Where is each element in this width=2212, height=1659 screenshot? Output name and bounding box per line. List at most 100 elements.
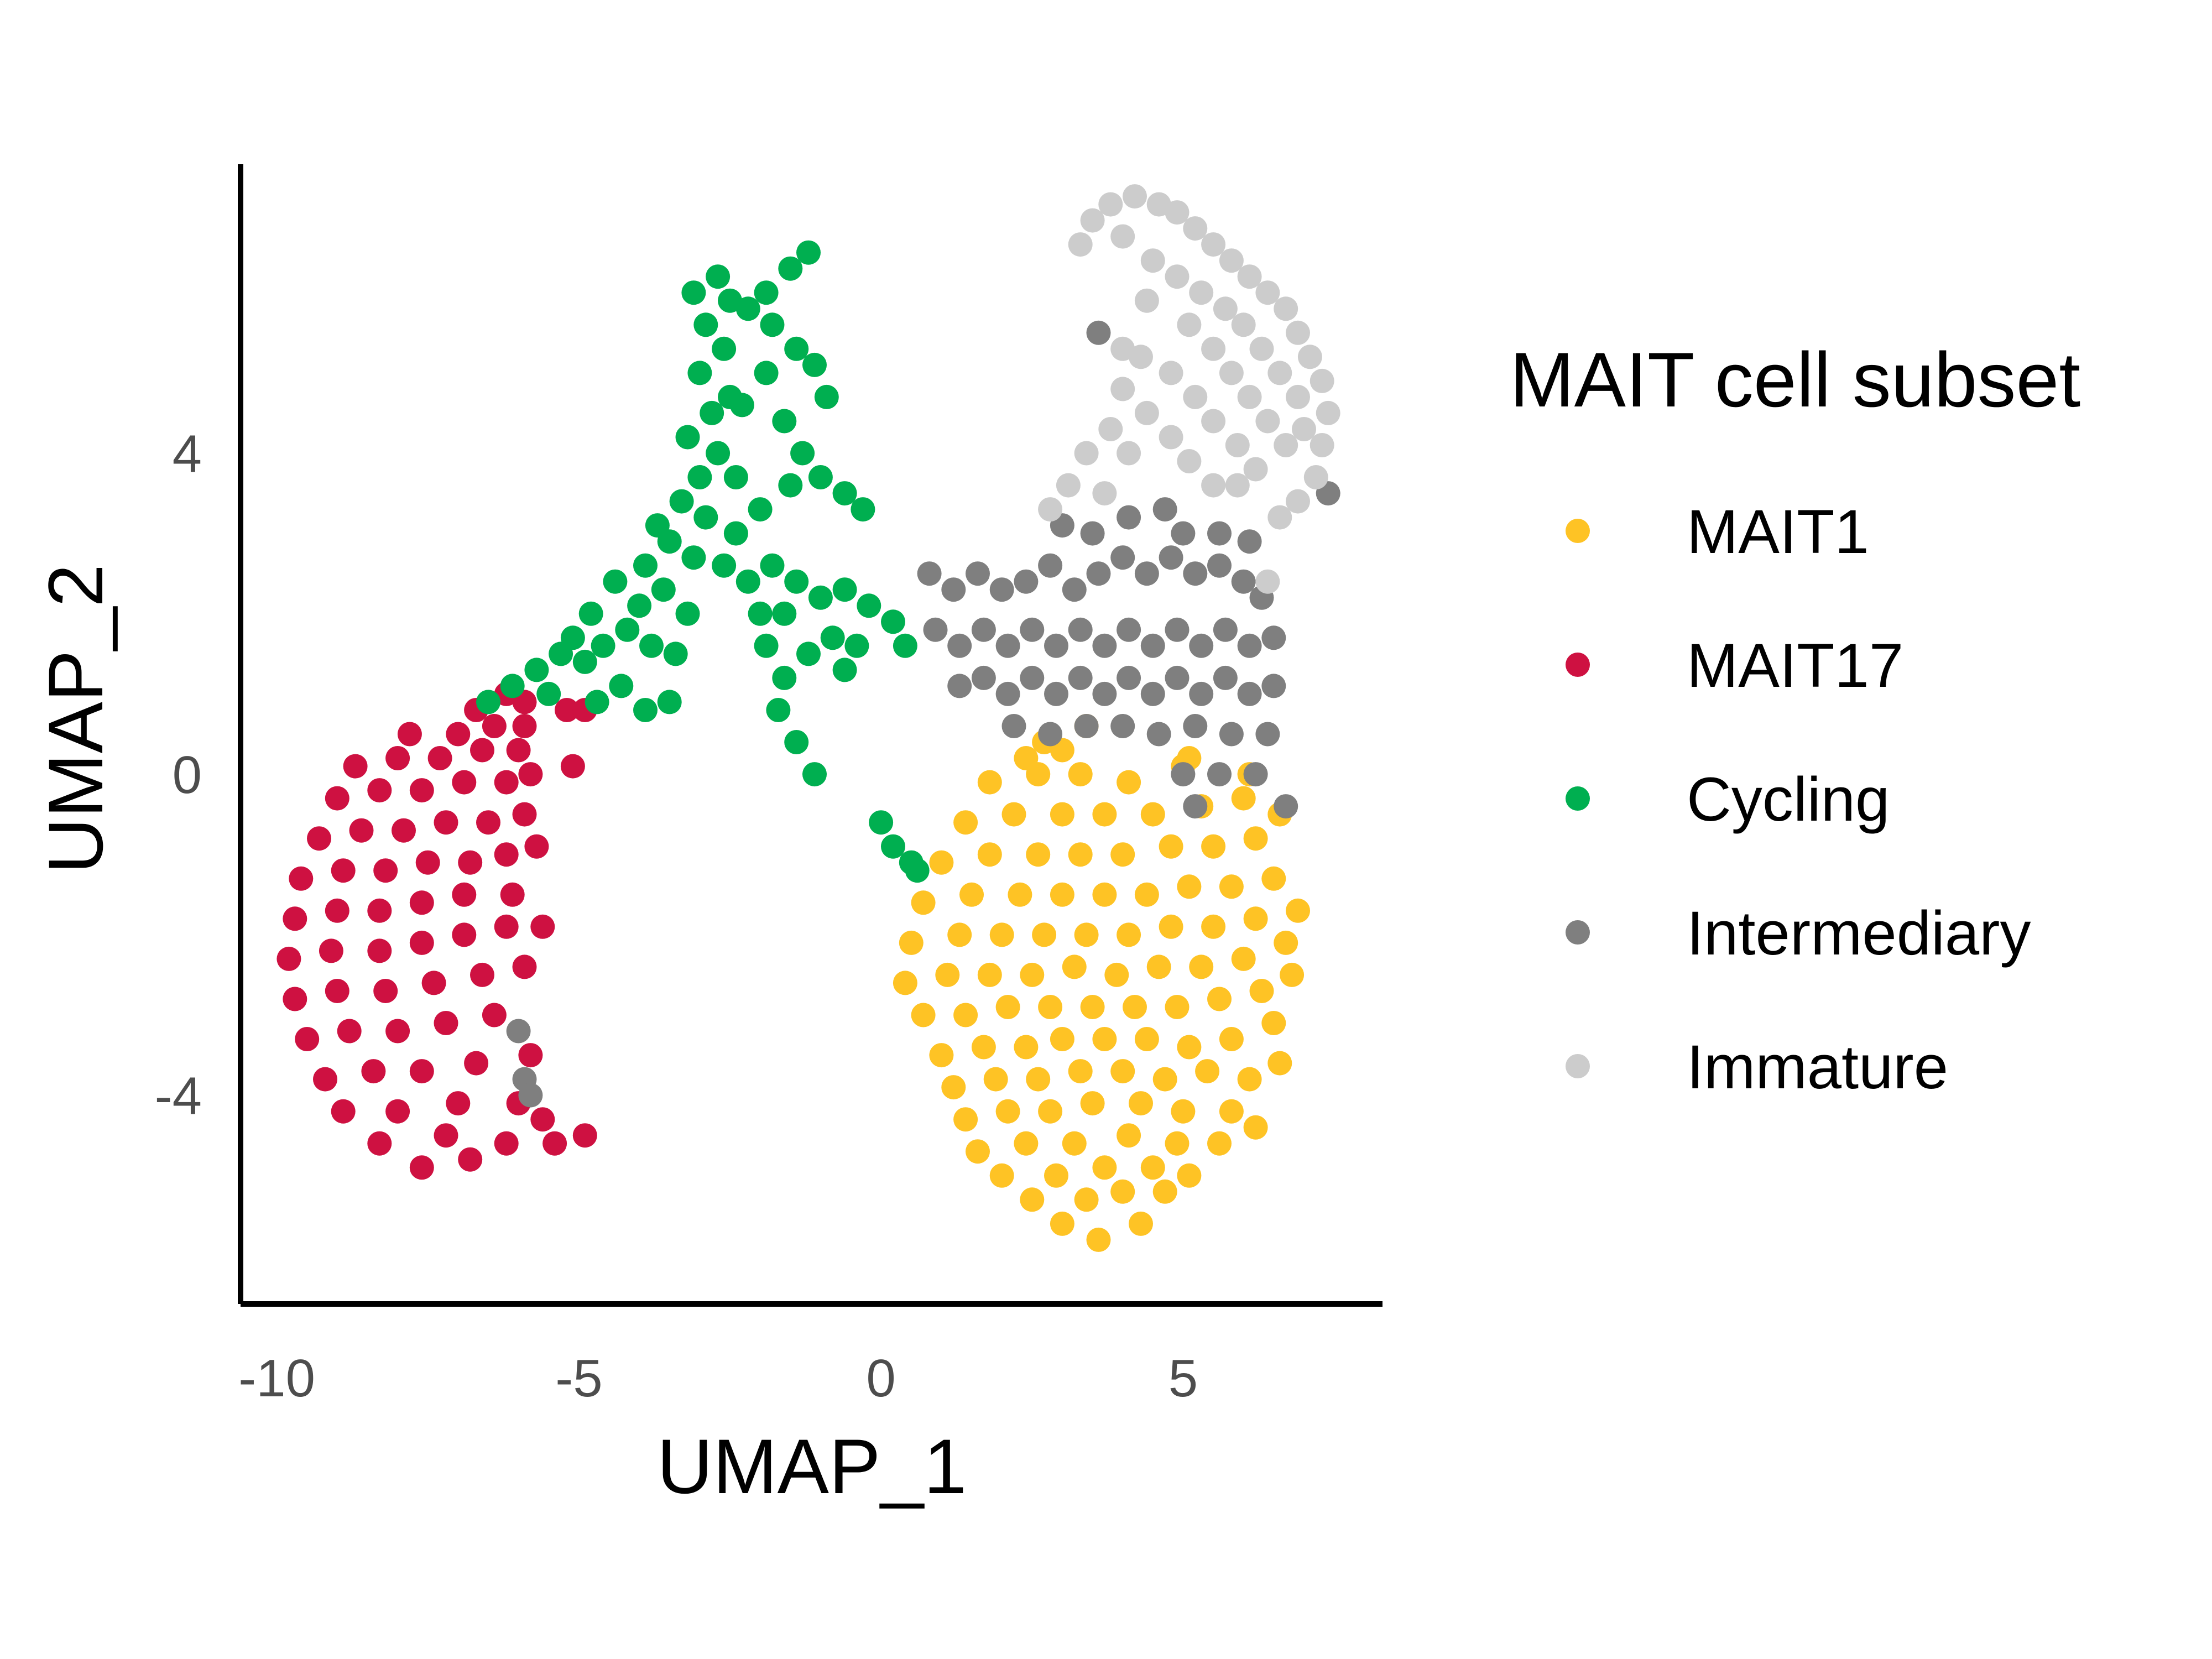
point-mait17-50 (392, 818, 416, 843)
point-cycling-43 (772, 409, 797, 434)
point-mait17-24 (373, 979, 398, 1003)
point-intermediary-18 (995, 633, 1020, 658)
point-intermediary-37 (1117, 665, 1141, 690)
point-mait1-38 (1050, 1027, 1074, 1051)
point-cycling-7 (609, 674, 634, 698)
y-tick-label: 0 (173, 745, 202, 805)
point-mait17-28 (276, 946, 301, 971)
x-axis-ticks: -10 -5 0 5 (238, 1349, 1198, 1408)
point-mait17-19 (385, 1019, 410, 1044)
point-mait1-0 (1086, 1227, 1111, 1252)
point-mait1-40 (1134, 1027, 1159, 1051)
point-immature-1 (1080, 208, 1105, 233)
point-immature-48 (1074, 441, 1099, 466)
point-cycling-78 (560, 625, 585, 650)
point-intermediary-30 (947, 674, 972, 698)
point-mait1-34 (1267, 1051, 1292, 1076)
point-immature-41 (1110, 377, 1135, 401)
point-cycling-44 (790, 441, 815, 466)
point-mait1-12 (966, 1139, 990, 1164)
point-immature-54 (1292, 417, 1316, 441)
point-intermediary-9 (1134, 561, 1159, 586)
point-mait17-52 (476, 810, 500, 835)
point-intermediary-56 (1274, 794, 1298, 819)
point-cycling-42 (729, 393, 754, 418)
point-mait17-53 (512, 802, 537, 827)
point-cycling-30 (712, 336, 737, 361)
point-mait1-69 (1117, 922, 1141, 947)
point-mait1-20 (1038, 1099, 1063, 1124)
point-cycling-10 (591, 633, 615, 658)
point-intermediary-23 (1117, 617, 1141, 642)
point-mait1-48 (1080, 995, 1105, 1019)
point-intermediary-27 (1213, 617, 1238, 642)
point-immature-7 (1201, 232, 1226, 257)
point-immature-25 (1231, 312, 1256, 337)
point-immature-6 (1183, 216, 1208, 241)
point-mait1-30 (1110, 1059, 1135, 1084)
point-mait1-27 (983, 1067, 1008, 1092)
series-mait1 (893, 714, 1310, 1252)
series-mait17 (276, 681, 597, 1180)
point-mait1-73 (1286, 898, 1310, 923)
point-mait1-32 (1195, 1059, 1220, 1084)
legend-key (1566, 786, 1590, 811)
point-mait1-23 (1171, 1099, 1196, 1124)
point-intermediary-55 (1183, 794, 1208, 819)
point-mait1-14 (1062, 1131, 1087, 1156)
point-mait17-63 (470, 738, 494, 763)
point-cycling-1 (500, 674, 525, 698)
point-cycling-38 (796, 240, 821, 265)
point-immature-18 (1286, 489, 1310, 514)
point-mait1-89 (1201, 834, 1226, 859)
point-intermediary-7 (1086, 561, 1111, 586)
point-intermediary-26 (1189, 633, 1214, 658)
legend-item-cycling: Cycling (1566, 765, 1890, 834)
point-intermediary-28 (1237, 633, 1262, 658)
series-immature (1038, 184, 1340, 594)
legend-key (1566, 653, 1590, 677)
point-mait17-17 (295, 1027, 320, 1051)
point-cycling-47 (851, 497, 875, 522)
point-immature-38 (1225, 433, 1250, 457)
point-mait1-62 (1231, 946, 1256, 971)
point-intermediary-46 (1074, 714, 1099, 738)
point-mait17-18 (337, 1019, 362, 1044)
point-intermediary-50 (1219, 722, 1244, 747)
point-intermediary-59 (1117, 505, 1141, 530)
point-mait1-92 (1001, 802, 1026, 827)
legend-key (1566, 519, 1590, 543)
point-mait17-22 (283, 987, 307, 1011)
point-mait17-11 (530, 1107, 555, 1132)
point-mait1-56 (977, 962, 1002, 987)
point-intermediary-68 (518, 1083, 543, 1108)
point-mait1-65 (947, 922, 972, 947)
point-cycling-27 (700, 400, 724, 425)
point-intermediary-15 (923, 617, 948, 642)
point-immature-10 (1255, 280, 1280, 305)
point-cycling-0 (476, 690, 500, 714)
point-mait17-54 (325, 786, 349, 811)
point-mait17-46 (494, 842, 519, 867)
point-mait17-31 (409, 930, 434, 955)
point-mait17-35 (283, 906, 307, 931)
point-immature-20 (1110, 224, 1135, 249)
point-cycling-56 (832, 577, 857, 602)
point-immature-52 (1255, 569, 1280, 594)
point-mait17-13 (361, 1059, 386, 1084)
point-cycling-24 (687, 465, 712, 489)
point-intermediary-11 (1183, 561, 1208, 586)
point-cycling-36 (754, 280, 779, 305)
point-mait17-39 (452, 882, 477, 907)
point-mait17-20 (434, 1011, 458, 1035)
point-mait1-79 (1134, 882, 1159, 907)
point-intermediary-45 (1038, 722, 1063, 747)
point-mait1-9 (1092, 1155, 1117, 1180)
point-cycling-63 (796, 641, 821, 666)
point-intermediary-52 (1171, 762, 1196, 787)
legend-label: MAIT1 (1687, 497, 1869, 566)
point-cycling-9 (657, 690, 682, 714)
point-intermediary-33 (1020, 665, 1045, 690)
point-cycling-73 (905, 858, 930, 883)
point-mait1-97 (1231, 786, 1256, 811)
